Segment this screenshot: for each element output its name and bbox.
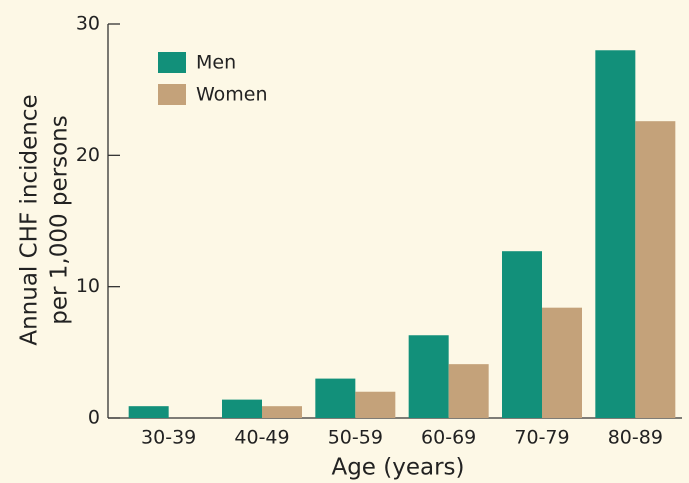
x-axis-title: Age (years) [331,455,464,481]
bar [262,406,302,418]
x-tick-label: 30-39 [141,427,196,449]
bar [408,335,449,418]
y-tick-label: 10 [76,275,100,297]
bar [635,121,676,418]
y-axis-title: Annual CHF incidence [17,94,43,345]
legend-swatch [158,52,186,73]
bar [222,399,262,418]
y-tick-label: 30 [76,13,100,35]
x-tick-label: 60-69 [421,427,476,449]
bar [448,364,489,418]
bar [315,378,356,418]
y-axis-title: per 1,000 persons [47,115,73,325]
x-tick-label: 50-59 [328,427,383,449]
bar [355,391,396,418]
bar [595,50,636,419]
x-tick-label: 70-79 [514,427,569,449]
bar [502,251,542,418]
bar [542,307,582,418]
bar [128,406,169,418]
legend-label: Women [196,84,268,106]
y-tick-label: 20 [76,144,100,166]
x-tick-label: 80-89 [608,427,663,449]
x-tick-label: 40-49 [234,427,289,449]
legend-label: Men [196,52,236,74]
legend-swatch [158,84,186,105]
y-tick-label: 0 [88,407,100,429]
